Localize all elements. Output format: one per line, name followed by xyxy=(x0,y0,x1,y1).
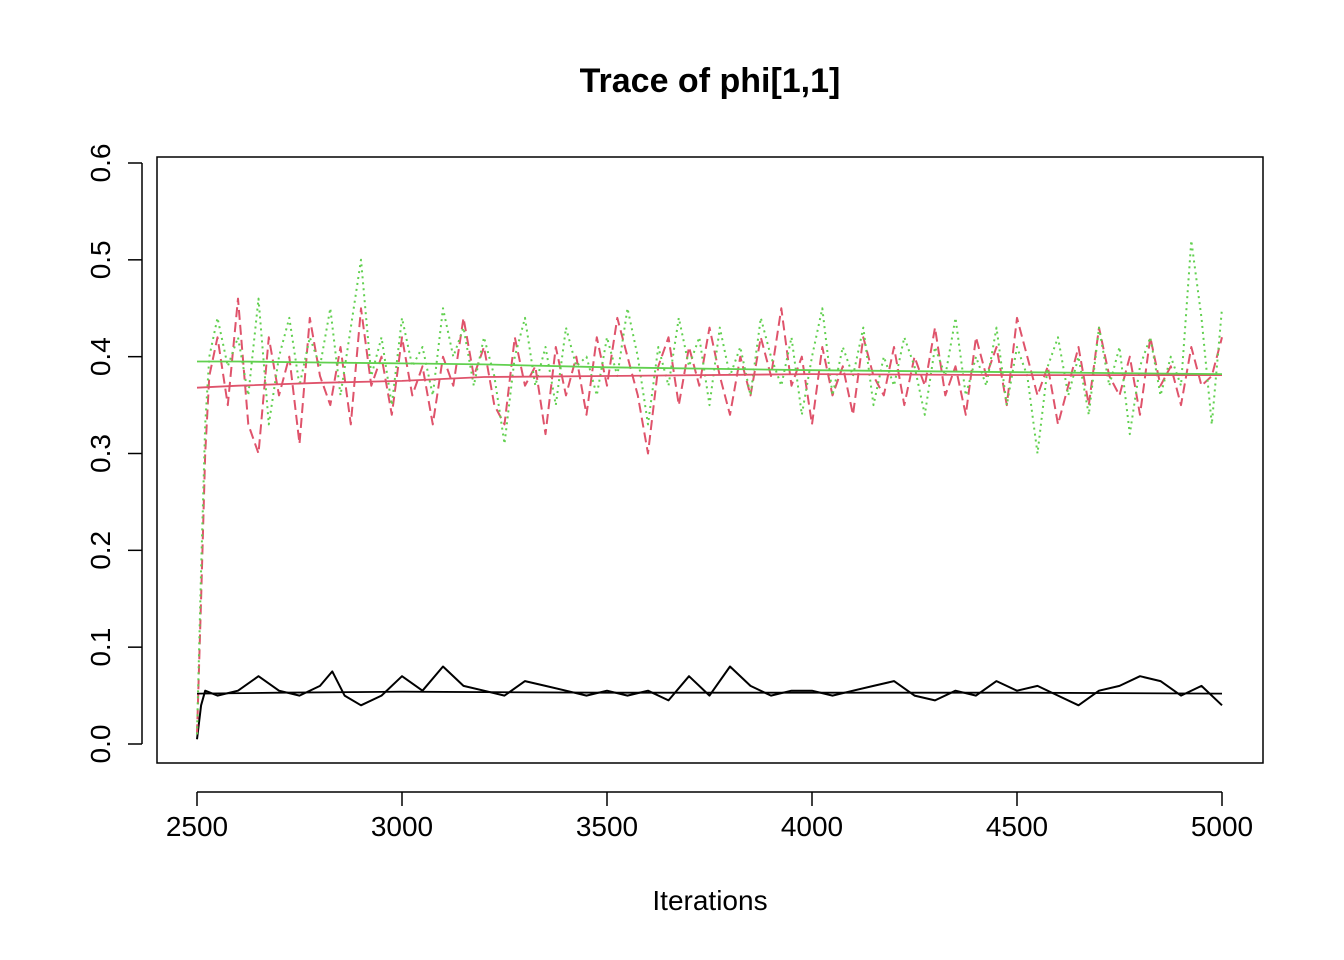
reference-line-1 xyxy=(196,690,1223,695)
x-tick-label: 3000 xyxy=(371,811,433,842)
y-tick-label: 0.4 xyxy=(85,337,116,376)
reference-line-3 xyxy=(197,360,1223,375)
series-3-line xyxy=(196,239,1223,735)
chart-title: Trace of phi[1,1] xyxy=(580,62,841,100)
series-1-line xyxy=(196,665,1223,740)
y-tick-label: 0.6 xyxy=(85,144,116,183)
x-axis-label: Iterations xyxy=(652,885,767,916)
x-tick-label: 5000 xyxy=(1191,811,1253,842)
x-tick-label: 4500 xyxy=(986,811,1048,842)
reference-layer xyxy=(196,360,1223,695)
x-axis: 2500 3000 3500 4000 4500 5000 xyxy=(166,791,1253,842)
y-tick-label: 0.1 xyxy=(85,628,116,667)
y-tick-label: 0.2 xyxy=(85,531,116,570)
plot-frame xyxy=(156,156,1264,764)
x-tick-label: 2500 xyxy=(166,811,228,842)
y-tick-label: 0.3 xyxy=(85,434,116,473)
y-axis: 0.0 0.1 0.2 0.3 0.4 0.5 0.6 xyxy=(85,144,143,764)
series-layer xyxy=(196,239,1223,740)
reference-line-2 xyxy=(196,373,1222,389)
series-2-line xyxy=(196,297,1223,735)
y-tick-label: 0.5 xyxy=(85,240,116,279)
y-tick-label: 0.0 xyxy=(85,725,116,764)
x-tick-label: 3500 xyxy=(576,811,638,842)
x-tick-label: 4000 xyxy=(781,811,843,842)
